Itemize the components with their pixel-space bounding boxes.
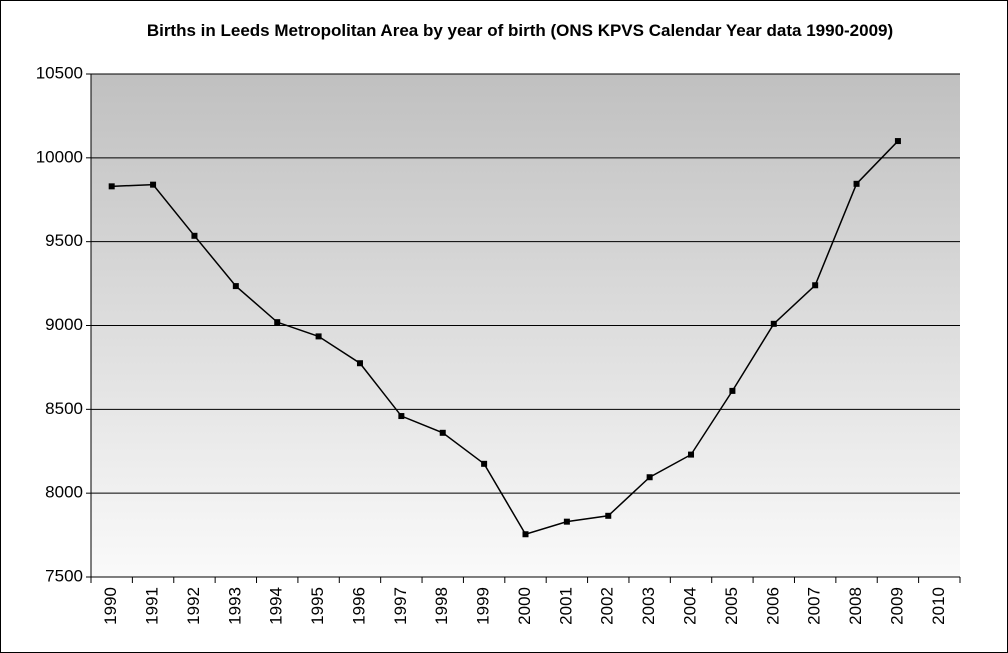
point-marker xyxy=(770,320,777,327)
point-marker xyxy=(646,474,653,481)
point-marker xyxy=(191,232,198,239)
x-tick-label: 1997 xyxy=(391,587,410,625)
point-marker xyxy=(356,360,363,367)
x-tick-label: 2003 xyxy=(639,587,658,625)
point-marker xyxy=(853,180,860,187)
point-marker xyxy=(398,413,405,420)
point-marker xyxy=(274,319,281,326)
x-tick-label: 1993 xyxy=(225,587,244,625)
point-marker xyxy=(605,512,612,519)
y-tick-label: 9500 xyxy=(45,231,83,250)
x-tick-label: 1999 xyxy=(474,587,493,625)
x-tick-label: 2001 xyxy=(556,587,575,625)
x-tick-label: 2006 xyxy=(763,587,782,625)
chart-title: Births in Leeds Metropolitan Area by yea… xyxy=(146,21,894,40)
y-tick-label: 10500 xyxy=(36,63,83,82)
x-tick-label: 2005 xyxy=(722,587,741,625)
x-tick-label: 2000 xyxy=(515,587,534,625)
point-marker xyxy=(729,387,736,394)
point-marker xyxy=(522,531,529,538)
point-marker xyxy=(315,333,322,340)
x-tick-label: 1990 xyxy=(101,587,120,625)
y-tick-label: 7500 xyxy=(45,566,83,585)
point-marker xyxy=(894,138,901,145)
line-series xyxy=(111,140,899,536)
y-tick-label: 9000 xyxy=(45,315,83,334)
x-tick-label: 2002 xyxy=(598,587,617,625)
x-tick-label: 1991 xyxy=(143,587,162,625)
x-tick-label: 1994 xyxy=(267,587,286,625)
y-tick-label: 8500 xyxy=(45,399,83,418)
point-marker xyxy=(108,183,115,190)
x-tick-label: 2007 xyxy=(805,587,824,625)
point-marker xyxy=(812,282,819,289)
x-tick-label: 1998 xyxy=(432,587,451,625)
point-marker xyxy=(481,460,488,467)
y-tick-label: 8000 xyxy=(45,483,83,502)
x-tick-label: 2008 xyxy=(846,587,865,625)
point-marker xyxy=(563,518,570,525)
x-tick-label: 1996 xyxy=(349,587,368,625)
x-tick-label: 1995 xyxy=(308,587,327,625)
x-tick-label: 2004 xyxy=(681,587,700,625)
point-marker xyxy=(150,181,157,188)
point-marker xyxy=(439,429,446,436)
point-marker xyxy=(232,283,239,290)
x-tick-label: 2010 xyxy=(929,587,948,625)
x-tick-label: 2009 xyxy=(887,587,906,625)
y-tick-label: 10000 xyxy=(36,147,83,166)
point-marker xyxy=(688,451,695,458)
x-tick-label: 1992 xyxy=(184,587,203,625)
